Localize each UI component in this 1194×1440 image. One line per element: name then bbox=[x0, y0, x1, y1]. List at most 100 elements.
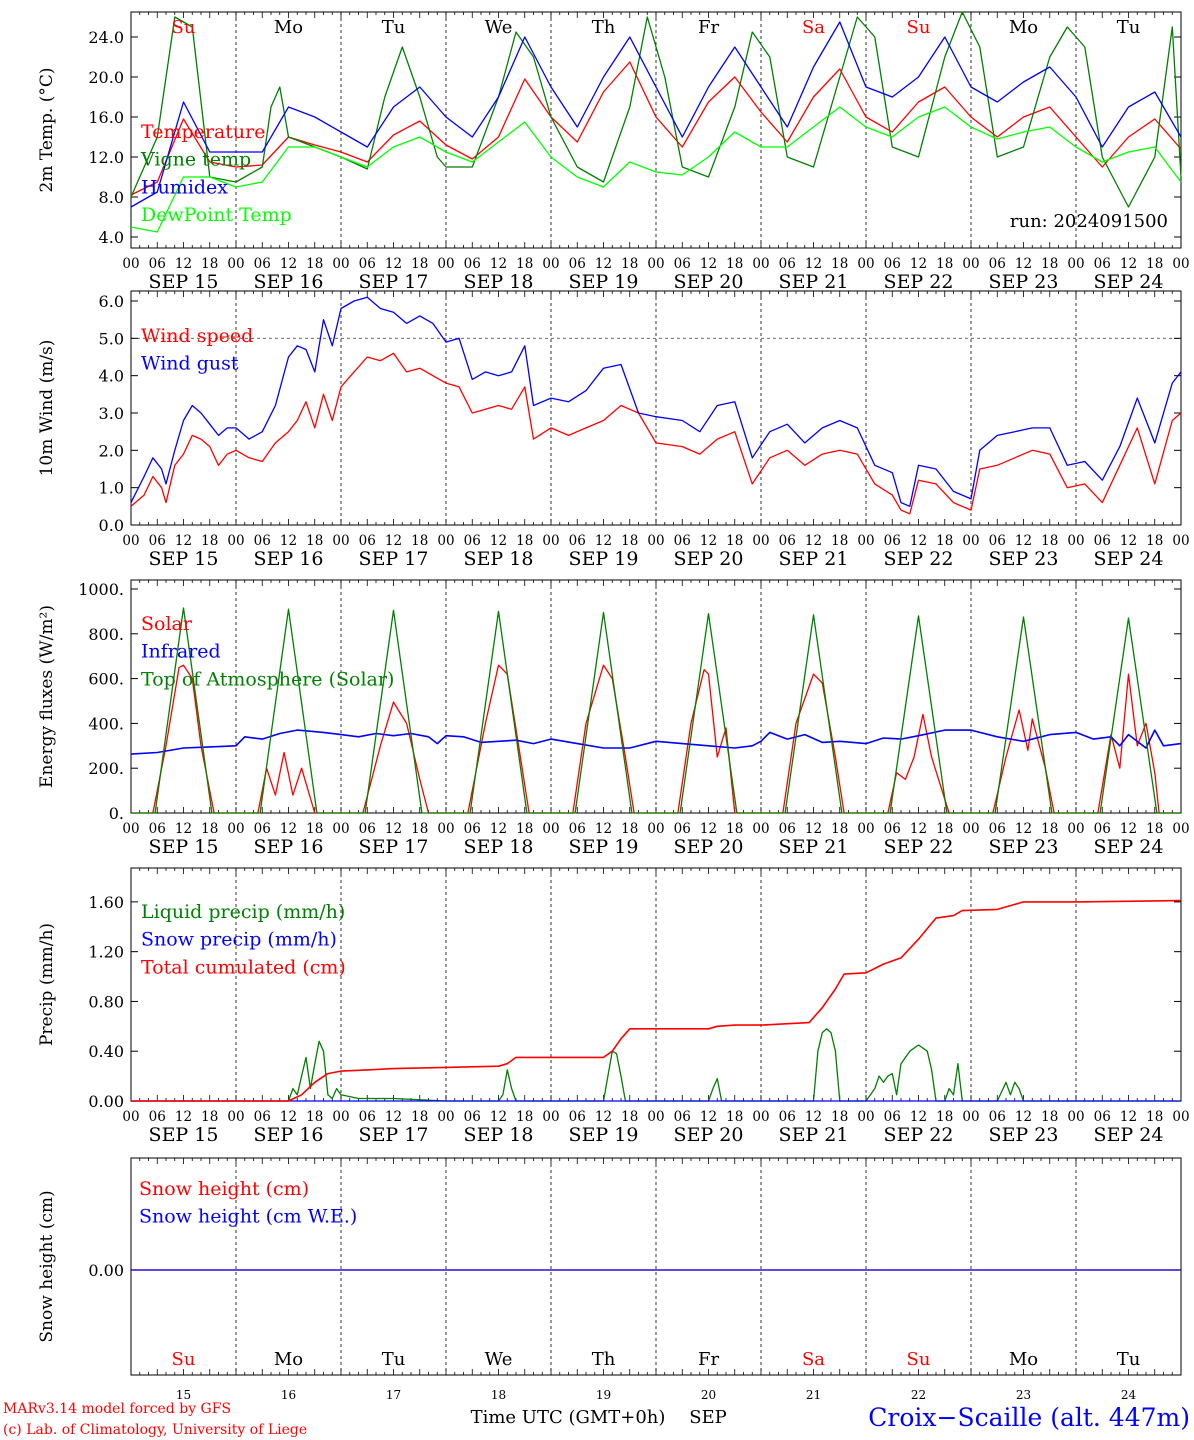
x-hour-label: 12 bbox=[910, 256, 927, 272]
x-hour-label: 06 bbox=[569, 256, 586, 272]
x-hour-label: 12 bbox=[490, 256, 507, 272]
x-hour-label: 18 bbox=[411, 1109, 428, 1125]
x-hour-label: 06 bbox=[464, 821, 481, 837]
x-hour-label: 06 bbox=[674, 1109, 691, 1125]
x-hour-label: 06 bbox=[1094, 1109, 1111, 1125]
x-hour-label: 12 bbox=[1120, 256, 1137, 272]
legend-entry: DewPoint Temp bbox=[141, 204, 292, 226]
weekday-label: Th bbox=[592, 1349, 616, 1370]
x-date-label: SEP 23 bbox=[989, 836, 1059, 858]
x-hour-label: 00 bbox=[1067, 256, 1084, 272]
x-hour-label: 00 bbox=[542, 533, 559, 549]
x-hour-label: 00 bbox=[542, 821, 559, 837]
x-date-label: SEP 23 bbox=[989, 271, 1059, 293]
x-hour-label: 00 bbox=[1172, 256, 1189, 272]
x-hour-label: 06 bbox=[359, 821, 376, 837]
x-hour-label: 12 bbox=[700, 533, 717, 549]
y-tick-label: 4.0 bbox=[99, 228, 124, 247]
x-hour-label: 00 bbox=[332, 1109, 349, 1125]
y-axis-label: Energy fluxes (W/m²) bbox=[37, 605, 57, 788]
x-hour-label: 06 bbox=[149, 821, 166, 837]
x-hour-label: 00 bbox=[752, 1109, 769, 1125]
x-hour-label: 00 bbox=[437, 533, 454, 549]
x-hour-label: 06 bbox=[884, 533, 901, 549]
x-date-label: SEP 22 bbox=[884, 836, 954, 858]
x-hour-label: 18 bbox=[411, 256, 428, 272]
x-date-label: SEP 17 bbox=[359, 548, 429, 570]
y-tick-label: 0.00 bbox=[88, 1092, 124, 1111]
x-hour-label: 18 bbox=[516, 821, 533, 837]
x-hour-label: 12 bbox=[175, 533, 192, 549]
y-axis-label: Snow height (cm) bbox=[37, 1190, 57, 1342]
panel-precip: 0.00 0.40 0.80 1.20 1.60 Precip (mm/h) Liquid … bbox=[37, 867, 1190, 1146]
x-date-label: SEP 17 bbox=[359, 271, 429, 293]
x-hour-label: 12 bbox=[910, 1109, 927, 1125]
x-hour-label: 06 bbox=[569, 1109, 586, 1125]
x-hour-label: 18 bbox=[1041, 533, 1058, 549]
x-hour-label: 12 bbox=[700, 256, 717, 272]
weekday-label: We bbox=[485, 1349, 513, 1370]
x-hour-label: 12 bbox=[1015, 1109, 1032, 1125]
x-hour-label: 06 bbox=[464, 533, 481, 549]
weekday-label: Mo bbox=[1009, 1349, 1038, 1370]
x-hour-label: 06 bbox=[569, 821, 586, 837]
series-line-dewpoint-temp bbox=[130, 106, 1182, 233]
x-date-label: SEP 22 bbox=[884, 1124, 954, 1146]
run-label: run: 2024091500 bbox=[1010, 211, 1168, 232]
x-hour-label: 00 bbox=[227, 821, 244, 837]
x-hour-label: 18 bbox=[306, 821, 323, 837]
x-hour-label: 18 bbox=[726, 256, 743, 272]
series-line-temperature bbox=[130, 61, 1182, 196]
x-hour-label: 00 bbox=[857, 256, 874, 272]
series-line-infrared bbox=[130, 729, 1182, 755]
x-hour-label: 06 bbox=[674, 256, 691, 272]
weekday-label: Tu bbox=[1117, 17, 1141, 38]
x-date-label: SEP 20 bbox=[674, 271, 744, 293]
x-hour-label: 18 bbox=[1146, 821, 1163, 837]
panel-temperature: 4.0 8.0 12.0 16.0 20.0 24.0 2m Temp. (°C) Tempe… bbox=[37, 11, 1190, 293]
x-hour-label: 00 bbox=[122, 256, 139, 272]
legend-entry: Snow height (cm W.E.) bbox=[139, 1206, 357, 1228]
weekday-label: Th bbox=[592, 17, 616, 38]
x-date-label: SEP 16 bbox=[254, 548, 324, 570]
day-number-label: 24 bbox=[1121, 1388, 1137, 1402]
x-date-label: SEP 20 bbox=[674, 836, 744, 858]
x-hour-label: 12 bbox=[280, 821, 297, 837]
x-hour-label: 06 bbox=[464, 256, 481, 272]
x-date-label: SEP 15 bbox=[149, 1124, 219, 1146]
x-date-label: SEP 16 bbox=[254, 271, 324, 293]
legend-entry: Liquid precip (mm/h) bbox=[141, 901, 345, 923]
panel-energy: 0. 200. 400. 600. 800. 1000. Energy fluxes (W/… bbox=[37, 579, 1190, 858]
x-hour-label: 18 bbox=[306, 256, 323, 272]
y-tick-label: 12.0 bbox=[88, 148, 124, 167]
x-date-label: SEP 15 bbox=[149, 548, 219, 570]
y-tick-label: 1.0 bbox=[99, 479, 124, 498]
x-hour-label: 06 bbox=[254, 821, 271, 837]
x-date-label: SEP 18 bbox=[464, 271, 534, 293]
x-hour-label: 06 bbox=[779, 256, 796, 272]
weekday-label: Su bbox=[172, 1349, 196, 1370]
x-hour-label: 12 bbox=[595, 533, 612, 549]
x-date-label: SEP 17 bbox=[359, 1124, 429, 1146]
legend-entry: Wind gust bbox=[141, 353, 239, 375]
x-hour-label: 12 bbox=[1015, 821, 1032, 837]
x-hour-label: 12 bbox=[910, 821, 927, 837]
day-number-label: 15 bbox=[176, 1388, 191, 1402]
weekday-label: Sa bbox=[802, 17, 825, 38]
x-hour-label: 06 bbox=[989, 533, 1006, 549]
x-date-label: SEP 21 bbox=[779, 1124, 849, 1146]
month-label: SEP bbox=[689, 1407, 727, 1428]
y-tick-label: 1.20 bbox=[88, 943, 124, 962]
y-tick-label: 0.00 bbox=[88, 1261, 124, 1280]
x-hour-label: 18 bbox=[726, 1109, 743, 1125]
x-date-label: SEP 24 bbox=[1094, 548, 1164, 570]
location-title: Croix−Scaille (alt. 447m) bbox=[868, 1403, 1190, 1432]
y-tick-label: 6.0 bbox=[99, 292, 124, 311]
x-hour-label: 00 bbox=[647, 821, 664, 837]
x-hour-label: 00 bbox=[962, 821, 979, 837]
x-hour-label: 12 bbox=[385, 1109, 402, 1125]
x-hour-label: 18 bbox=[831, 1109, 848, 1125]
x-hour-label: 12 bbox=[385, 533, 402, 549]
x-date-label: SEP 16 bbox=[254, 836, 324, 858]
